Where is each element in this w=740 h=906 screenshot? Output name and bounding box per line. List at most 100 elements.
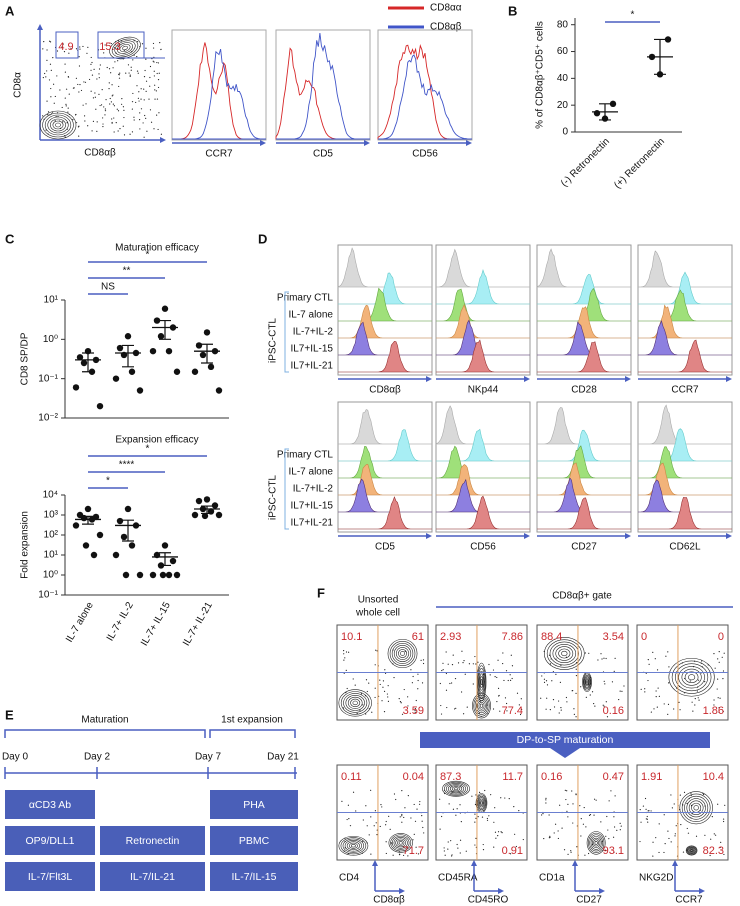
event-dot <box>157 86 160 89</box>
contour <box>681 793 711 822</box>
event-dot <box>679 709 681 711</box>
event-dot <box>447 841 449 843</box>
contour <box>561 650 568 657</box>
event-dot <box>477 661 479 663</box>
event-dot <box>456 808 458 810</box>
event-dot <box>119 72 121 74</box>
event-dot <box>455 707 457 709</box>
contour <box>478 701 485 710</box>
event-dot <box>91 61 93 64</box>
event-dot <box>548 814 550 816</box>
contour <box>340 691 370 715</box>
event-dot <box>368 834 370 836</box>
y-tick-label: 10⁴ <box>43 490 58 501</box>
event-dot <box>588 652 590 654</box>
condition-label: IL7+IL-21 <box>290 361 333 372</box>
event-dot <box>56 50 59 52</box>
event-dot <box>611 681 614 683</box>
event-dot <box>42 115 44 117</box>
event-dot <box>441 815 443 818</box>
axis-label: CCR7 <box>205 149 233 160</box>
event-dot <box>416 808 418 810</box>
contour <box>343 693 368 713</box>
quadrant-value: 2.93 <box>440 631 461 643</box>
event-dot <box>718 711 720 713</box>
contour <box>671 660 712 694</box>
event-dot <box>520 698 522 700</box>
event-dot <box>106 66 108 69</box>
event-dot <box>462 713 465 715</box>
data-point <box>124 505 132 513</box>
data-point <box>207 363 215 371</box>
chart-title: Maturation efficacy <box>115 243 199 254</box>
event-dot <box>619 822 621 824</box>
event-dot <box>521 708 523 711</box>
x-tick-label: (-) Retronectin <box>559 136 612 189</box>
event-dot <box>621 690 623 692</box>
event-dot <box>362 704 364 706</box>
protocol-label: IL-7/IL-21 <box>130 871 175 883</box>
histogram <box>338 463 432 496</box>
event-dot <box>149 109 152 111</box>
event-dot <box>675 825 677 827</box>
event-dot <box>451 664 454 666</box>
event-dot <box>447 848 449 850</box>
event-dot <box>129 75 131 77</box>
data-point <box>112 551 120 559</box>
axis-arrow <box>625 533 631 539</box>
event-dot <box>385 824 387 826</box>
event-dot <box>346 687 348 690</box>
histogram <box>172 48 266 140</box>
event-dot <box>711 816 713 818</box>
event-dot <box>388 815 390 818</box>
event-dot <box>47 111 50 113</box>
event-dot <box>555 673 557 676</box>
contour <box>391 643 414 664</box>
event-dot <box>410 669 412 671</box>
contour <box>52 120 64 130</box>
event-dot <box>127 64 130 66</box>
data-point <box>96 402 104 410</box>
axis-arrow <box>364 140 370 146</box>
event-dot <box>128 72 130 74</box>
histogram-frame <box>435 401 531 533</box>
event-dot <box>567 853 569 855</box>
event-dot <box>472 663 474 665</box>
contour <box>678 666 705 689</box>
contour <box>393 837 408 849</box>
event-dot <box>501 832 503 834</box>
event-dot <box>723 853 725 856</box>
event-dot <box>44 72 46 75</box>
event-dot <box>156 72 158 75</box>
y-tick-label: 10² <box>44 530 59 541</box>
event-dot <box>140 98 142 100</box>
event-dot <box>690 794 692 797</box>
event-dot <box>589 694 591 696</box>
event-dot <box>132 59 134 61</box>
event-dot <box>461 650 463 652</box>
data-point <box>191 368 199 375</box>
x-tick-label: IL-7 alone <box>64 600 96 644</box>
histogram <box>276 32 370 140</box>
banner-label: DP-to-SP maturation <box>517 734 614 746</box>
event-dot <box>110 42 112 45</box>
event-dot <box>125 72 127 74</box>
gate-value: 15.3 <box>99 41 120 53</box>
event-dot <box>663 703 665 705</box>
event-dot <box>570 851 572 853</box>
event-dot <box>674 835 676 837</box>
contour <box>558 648 571 659</box>
axis-label: CD8α <box>13 72 24 98</box>
event-dot <box>481 816 484 818</box>
event-dot <box>459 804 461 806</box>
event-dot <box>608 838 610 840</box>
event-dot <box>153 128 155 130</box>
event-dot <box>697 679 700 681</box>
event-dot <box>417 688 419 690</box>
contour <box>478 670 485 694</box>
axis-arrow <box>260 140 266 146</box>
event-dot <box>658 695 660 698</box>
contour <box>393 645 412 662</box>
event-dot <box>154 84 156 86</box>
event-dot <box>549 663 552 665</box>
